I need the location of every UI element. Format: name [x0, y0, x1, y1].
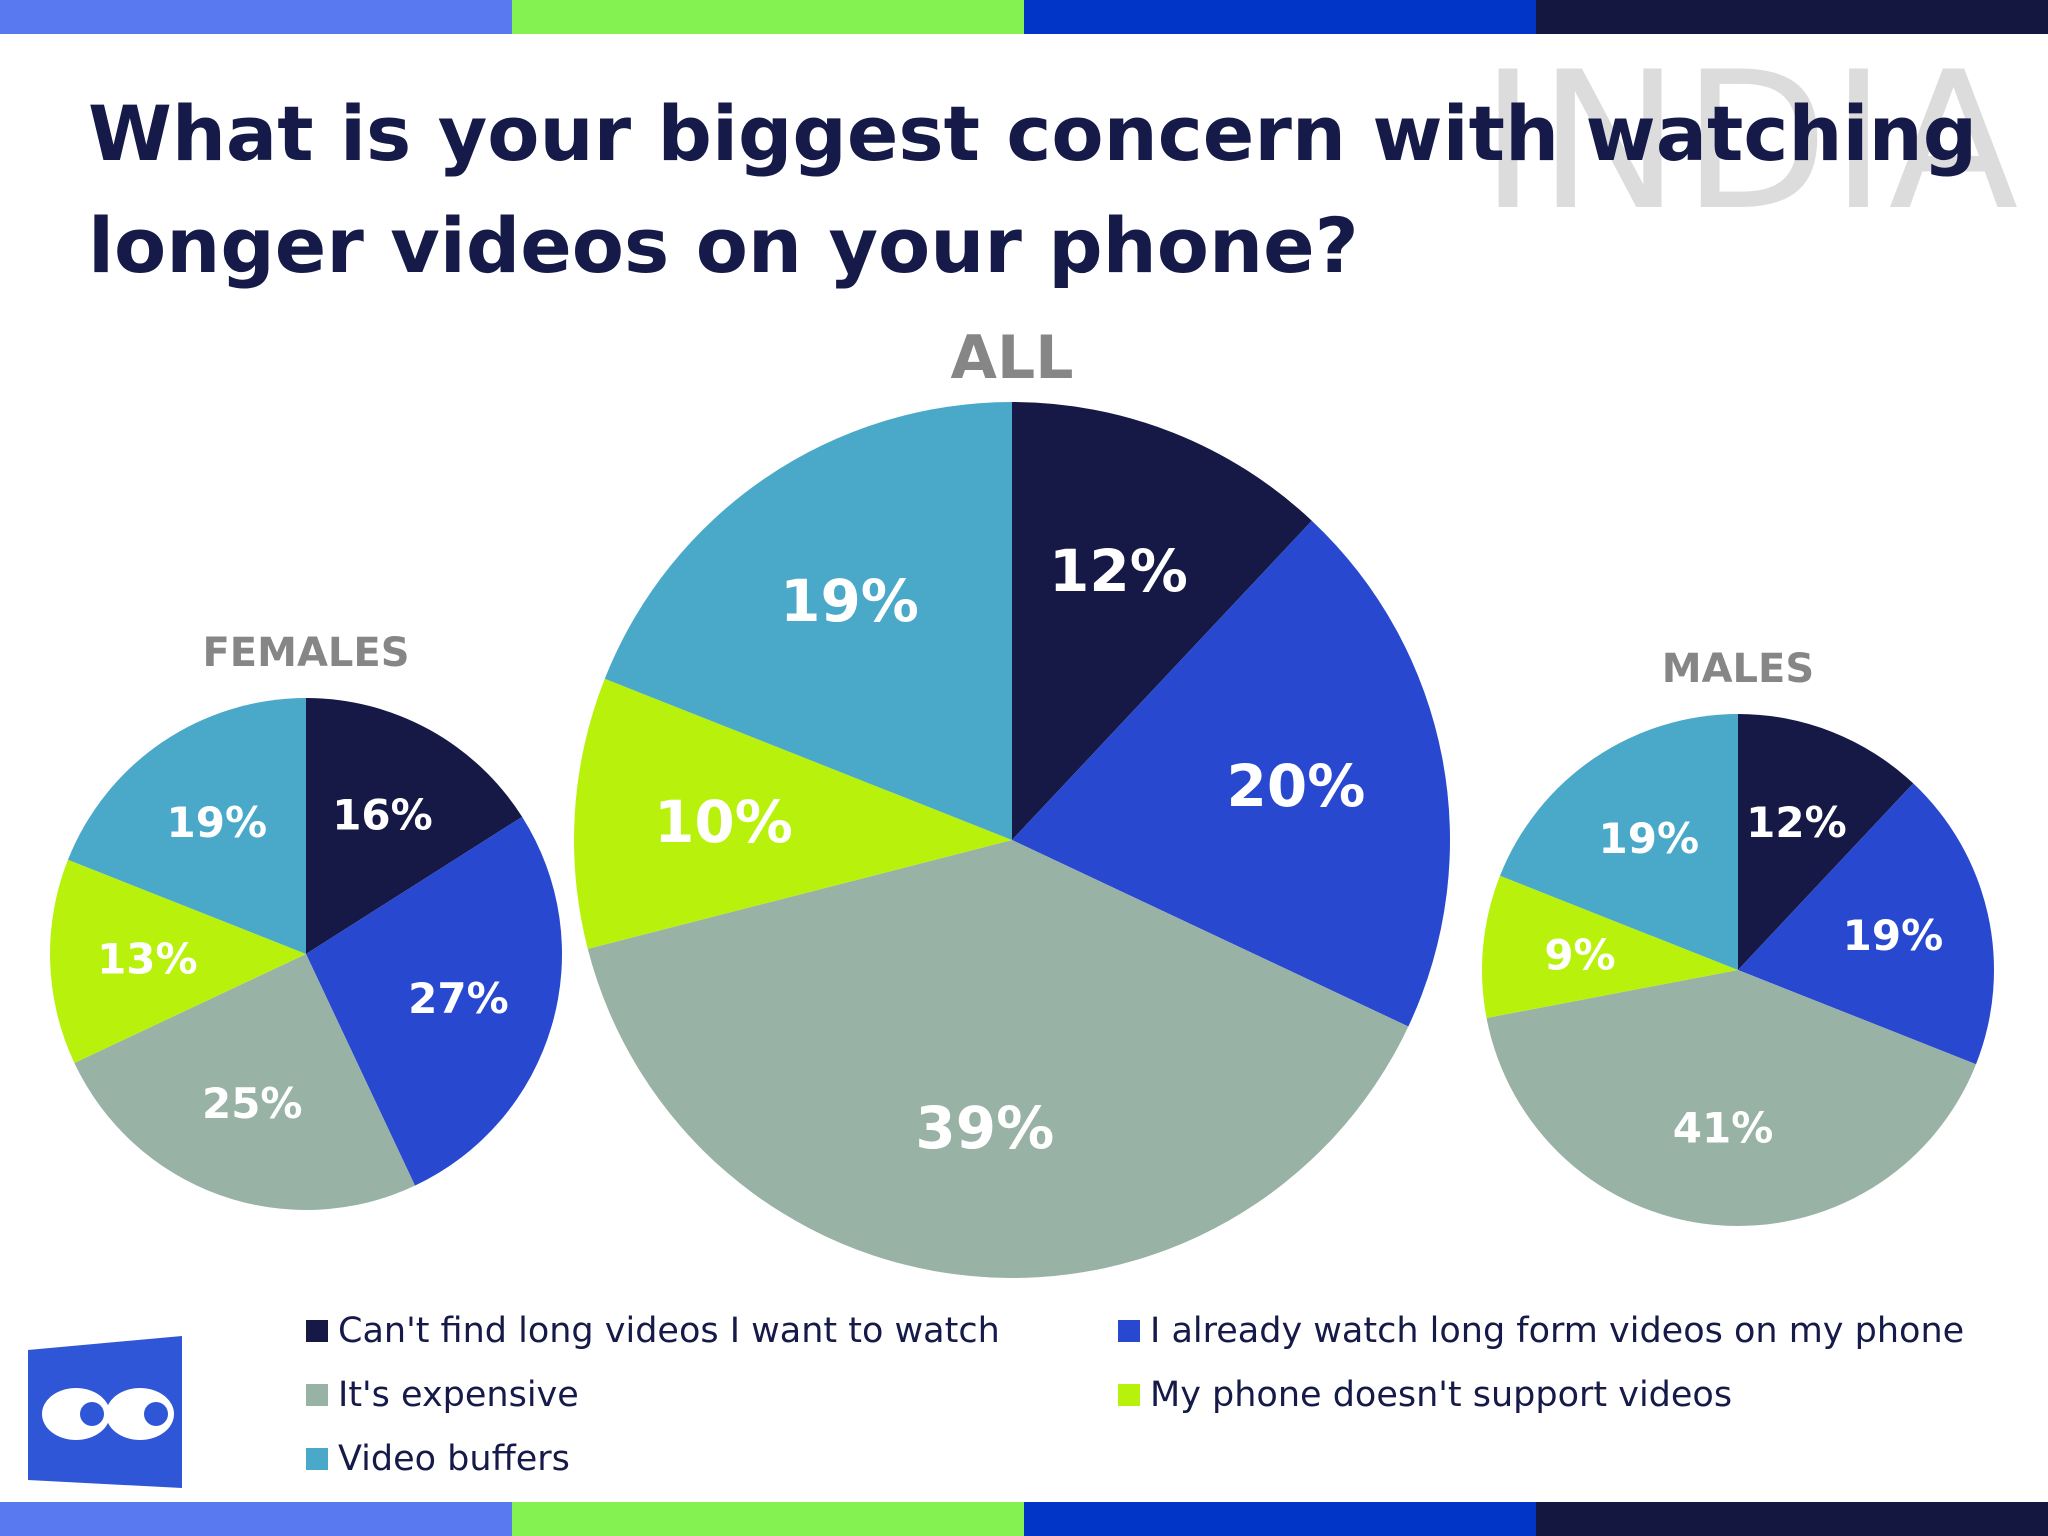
legend-label: My phone doesn't support videos	[1150, 1375, 1733, 1415]
legend-label: I already watch long form videos on my p…	[1150, 1311, 1965, 1351]
pie-panel-title: FEMALES	[202, 630, 409, 676]
pie-slice	[1738, 783, 1994, 1065]
pie-slice	[574, 678, 1012, 949]
pie-slice	[1738, 714, 1914, 970]
pie-slice	[306, 816, 562, 1186]
pie-slice	[587, 840, 1409, 1278]
slice-data-label: 27%	[408, 974, 509, 1023]
slice-data-label: 16%	[332, 790, 433, 839]
slice-data-label: 13%	[97, 934, 198, 983]
slice-data-label: 12%	[1746, 798, 1847, 847]
stripe-segment	[0, 0, 512, 34]
chart-title: What is your biggest concern with watchi…	[88, 89, 1978, 290]
legend-swatch	[306, 1384, 328, 1406]
pie-slice	[1012, 402, 1312, 840]
logo-pupil-left	[80, 1402, 104, 1426]
slice-data-label: 19%	[1599, 814, 1700, 863]
top-stripe-bar	[0, 0, 2048, 34]
stripe-segment	[512, 1502, 1024, 1536]
stripe-segment	[1024, 0, 1536, 34]
slice-data-label: 39%	[915, 1094, 1054, 1162]
pie-slice	[306, 698, 523, 954]
logo-eye-right	[106, 1388, 174, 1440]
pie-chart-males: 12% 19% 41% 9% 19% MALES	[1482, 646, 1994, 1227]
slice-data-label: 9%	[1544, 931, 1615, 980]
slice-data-label: 10%	[654, 788, 793, 856]
eyes-logo-icon	[28, 1336, 182, 1488]
pie-slice	[1012, 520, 1450, 1027]
pie-slice	[1486, 970, 1977, 1227]
pie-chart-females: 16% 27% 25% 13% 19% FEMALES	[50, 630, 562, 1211]
logo-pupil-right	[144, 1402, 168, 1426]
slice-data-label: 41%	[1673, 1104, 1774, 1153]
legend-item: My phone doesn't support videos	[1118, 1370, 1732, 1420]
legend-item: Can't find long videos I want to watch	[306, 1306, 1000, 1356]
stripe-segment	[512, 0, 1024, 34]
legend-swatch	[306, 1320, 328, 1342]
legend-item: It's expensive	[306, 1370, 579, 1420]
region-watermark: INDIA	[1480, 31, 2021, 252]
legend-label: Can't find long videos I want to watch	[338, 1311, 1000, 1351]
pie-slice	[1499, 714, 1738, 970]
pie-slice	[74, 954, 415, 1211]
legend: Can't find long videos I want to watch I…	[306, 1306, 2026, 1486]
pie-chart-all: 12% 20% 39% 10% 19% ALL	[574, 323, 1450, 1278]
bottom-stripe-bar	[0, 1502, 2048, 1536]
stripe-segment	[0, 1502, 512, 1536]
stripe-segment	[1024, 1502, 1536, 1536]
legend-swatch	[1118, 1384, 1140, 1406]
brand-logo	[24, 1332, 186, 1492]
legend-swatch	[306, 1448, 328, 1470]
slice-data-label: 25%	[202, 1079, 303, 1128]
stripe-segment	[1536, 1502, 2048, 1536]
legend-label: It's expensive	[338, 1375, 579, 1415]
slice-data-label: 20%	[1227, 752, 1366, 820]
pie-slice	[1482, 875, 1738, 1018]
slice-data-label: 12%	[1049, 537, 1188, 605]
slice-data-label: 19%	[167, 798, 268, 847]
pie-slice	[604, 402, 1012, 840]
legend-swatch	[1118, 1320, 1140, 1342]
slice-data-label: 19%	[1843, 911, 1944, 960]
logo-eye-left	[42, 1388, 110, 1440]
legend-label: Video buffers	[338, 1439, 570, 1479]
legend-item: I already watch long form videos on my p…	[1118, 1306, 1964, 1356]
legend-item: Video buffers	[306, 1434, 570, 1484]
pie-slice	[50, 859, 307, 1063]
pie-slice	[67, 698, 306, 954]
slice-data-label: 19%	[780, 567, 919, 635]
pie-panel-title: ALL	[951, 323, 1074, 393]
stripe-segment	[1536, 0, 2048, 34]
pie-panel-title: MALES	[1662, 646, 1814, 692]
